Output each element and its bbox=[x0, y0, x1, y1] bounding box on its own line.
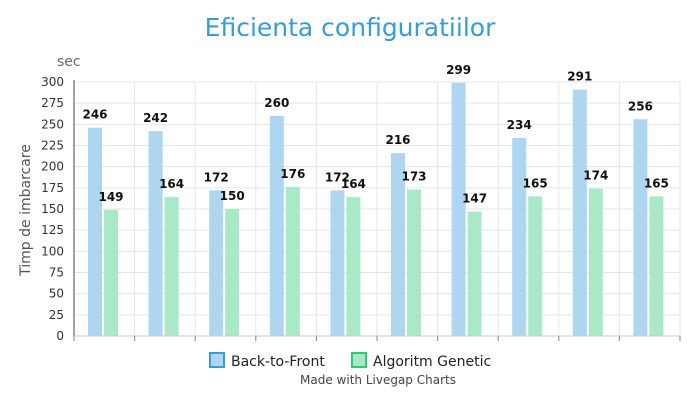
y-tick-label: 225 bbox=[41, 139, 64, 153]
bar-series-1[interactable] bbox=[391, 153, 405, 336]
bar-series-2[interactable] bbox=[649, 196, 664, 336]
y-tick-label: 200 bbox=[41, 160, 64, 174]
data-label: 173 bbox=[401, 170, 426, 184]
legend-swatch-1[interactable] bbox=[209, 352, 225, 368]
chart-title: Eficienta configuratiilor bbox=[205, 13, 496, 42]
bar-series-2[interactable] bbox=[346, 197, 361, 336]
y-tick-label: 125 bbox=[41, 223, 64, 237]
bar-series-2[interactable] bbox=[528, 196, 543, 336]
data-label: 242 bbox=[143, 111, 168, 125]
legend-swatch-2[interactable] bbox=[351, 352, 367, 368]
bar-series-2[interactable] bbox=[588, 188, 603, 336]
bar-series-1[interactable] bbox=[512, 137, 527, 336]
data-label: 174 bbox=[583, 169, 608, 183]
data-label: 165 bbox=[644, 176, 669, 190]
y-tick-label: 75 bbox=[49, 266, 64, 280]
y-tick-label: 0 bbox=[56, 329, 64, 343]
data-label: 291 bbox=[567, 70, 592, 84]
y-tick-label: 150 bbox=[41, 202, 64, 216]
data-label: 149 bbox=[98, 190, 123, 204]
data-label: 172 bbox=[204, 170, 229, 184]
data-label: 216 bbox=[385, 133, 410, 147]
data-label: 299 bbox=[446, 63, 471, 77]
y-tick-label: 100 bbox=[41, 244, 64, 258]
y-tick-label: 25 bbox=[49, 308, 64, 322]
data-label: 164 bbox=[341, 177, 366, 191]
bar-series-1[interactable] bbox=[330, 190, 345, 336]
legend-label-1[interactable]: Back-to-Front bbox=[231, 354, 325, 370]
y-tick-label: 300 bbox=[41, 75, 64, 89]
data-label: 256 bbox=[628, 99, 653, 113]
y-axis-unit: sec bbox=[57, 54, 81, 70]
bar-series-1[interactable] bbox=[633, 119, 648, 337]
data-label: 234 bbox=[507, 118, 532, 132]
data-label: 164 bbox=[159, 177, 184, 191]
bar-series-1[interactable] bbox=[148, 131, 163, 336]
data-label: 172 bbox=[325, 170, 350, 184]
bar-series-1[interactable] bbox=[269, 115, 284, 336]
bar-series-1[interactable] bbox=[88, 127, 102, 336]
y-tick-label: 275 bbox=[41, 96, 64, 110]
bar-series-2[interactable] bbox=[164, 197, 179, 336]
y-tick-label: 175 bbox=[41, 181, 64, 195]
legend-label-2[interactable]: Algoritm Genetic bbox=[373, 354, 491, 370]
data-label: 246 bbox=[82, 108, 107, 122]
y-axis-label: Timp de imbarcare bbox=[18, 144, 34, 277]
bar-series-2[interactable] bbox=[467, 211, 482, 336]
data-label: 176 bbox=[280, 167, 305, 181]
bar-series-2[interactable] bbox=[104, 209, 118, 336]
bar-series-1[interactable] bbox=[572, 89, 587, 337]
data-label: 260 bbox=[264, 96, 289, 110]
bar-series-2[interactable] bbox=[285, 186, 300, 336]
data-label: 150 bbox=[220, 189, 245, 203]
footer-credit: Made with Livegap Charts bbox=[300, 373, 456, 387]
data-label: 165 bbox=[523, 176, 548, 190]
bar-series-1[interactable] bbox=[209, 190, 224, 336]
bar-series-2[interactable] bbox=[407, 189, 421, 336]
bar-series-1[interactable] bbox=[451, 82, 466, 336]
y-tick-label: 250 bbox=[41, 117, 64, 131]
y-tick-label: 50 bbox=[49, 287, 64, 301]
data-label: 147 bbox=[462, 192, 487, 206]
bar-series-2[interactable] bbox=[225, 209, 240, 336]
